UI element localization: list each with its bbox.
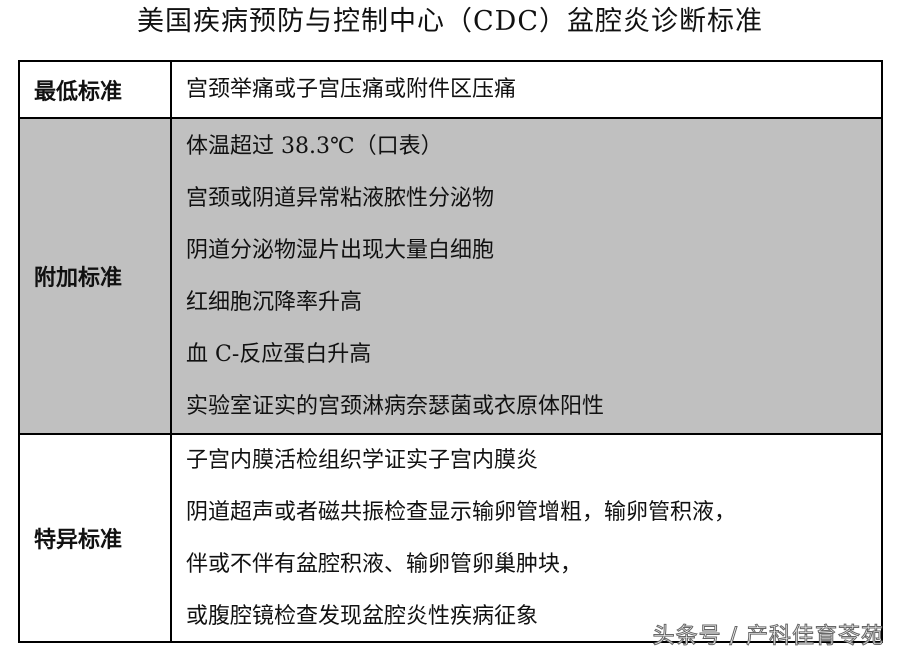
table-row-minimum: 最低标准 宫颈举痛或子宫压痛或附件区压痛	[20, 62, 881, 117]
watermark: 头条号 / 产科佳育苓苑	[652, 624, 884, 650]
criterion: 子宫内膜活检组织学证实子宫内膜炎	[186, 448, 539, 473]
criterion: 体温超过 38.3℃（口表）	[186, 134, 443, 159]
criteria-table: 最低标准 宫颈举痛或子宫压痛或附件区压痛 附加标准 体温超过 38.3℃（口表）…	[18, 60, 883, 643]
criterion: 实验室证实的宫颈淋病奈瑟菌或衣原体阳性	[186, 394, 605, 419]
criterion: 红细胞沉降率升高	[186, 290, 363, 315]
criterion: 阴道超声或者磁共振检查显示输卵管增粗，输卵管积液，	[186, 500, 737, 525]
row-label: 附加标准	[20, 119, 172, 433]
table-row-additional: 附加标准 体温超过 38.3℃（口表） 宫颈或阴道异常粘液脓性分泌物 阴道分泌物…	[20, 117, 881, 433]
criterion: 或腹腔镜检查发现盆腔炎性疾病征象	[186, 604, 539, 629]
criterion: 宫颈举痛或子宫压痛或附件区压痛	[186, 77, 517, 102]
criterion: 血 C-反应蛋白升高	[186, 342, 372, 367]
table-row-specific: 特异标准 子宫内膜活检组织学证实子宫内膜炎 阴道超声或者磁共振检查显示输卵管增粗…	[20, 433, 881, 641]
criterion: 宫颈或阴道异常粘液脓性分泌物	[186, 186, 495, 211]
criterion: 伴或不伴有盆腔积液、输卵管卵巢肿块，	[186, 552, 583, 577]
criterion: 阴道分泌物湿片出现大量白细胞	[186, 238, 495, 263]
row-label: 最低标准	[20, 62, 172, 117]
page-title: 美国疾病预防与控制中心（CDC）盆腔炎诊断标准	[137, 6, 763, 37]
row-label: 特异标准	[20, 435, 172, 641]
